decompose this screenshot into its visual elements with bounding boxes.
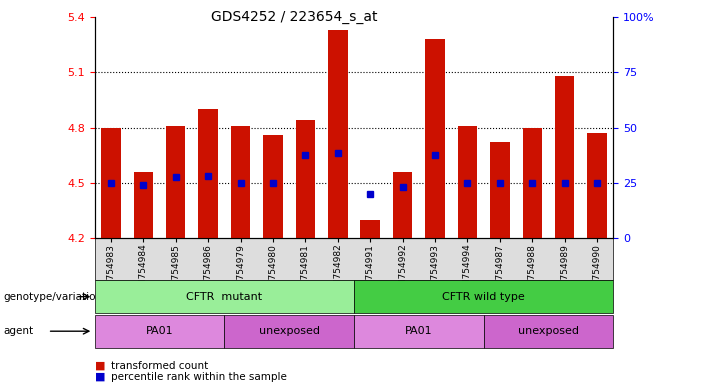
Text: unexposed: unexposed xyxy=(259,326,320,336)
Text: PA01: PA01 xyxy=(405,326,433,336)
Bar xyxy=(523,128,542,238)
Text: genotype/variation: genotype/variation xyxy=(4,291,102,302)
Bar xyxy=(490,142,510,238)
Text: ■: ■ xyxy=(95,361,105,371)
Text: ■: ■ xyxy=(95,372,105,382)
Bar xyxy=(426,40,444,238)
Text: unexposed: unexposed xyxy=(518,326,579,336)
Bar xyxy=(134,172,153,238)
Bar xyxy=(296,120,315,238)
Text: transformed count: transformed count xyxy=(111,361,208,371)
Bar xyxy=(587,133,607,238)
Text: GDS4252 / 223654_s_at: GDS4252 / 223654_s_at xyxy=(211,10,378,23)
Text: CFTR wild type: CFTR wild type xyxy=(442,291,525,302)
Text: percentile rank within the sample: percentile rank within the sample xyxy=(111,372,287,382)
Text: agent: agent xyxy=(4,326,34,336)
Bar xyxy=(328,30,348,238)
Text: PA01: PA01 xyxy=(146,326,173,336)
Bar xyxy=(458,126,477,238)
Bar xyxy=(393,172,412,238)
Bar xyxy=(231,126,250,238)
Bar xyxy=(166,126,185,238)
Bar xyxy=(198,109,218,238)
Text: CFTR  mutant: CFTR mutant xyxy=(186,291,262,302)
Bar xyxy=(264,135,283,238)
Bar xyxy=(101,128,121,238)
Bar xyxy=(555,76,575,238)
Bar xyxy=(360,220,380,238)
